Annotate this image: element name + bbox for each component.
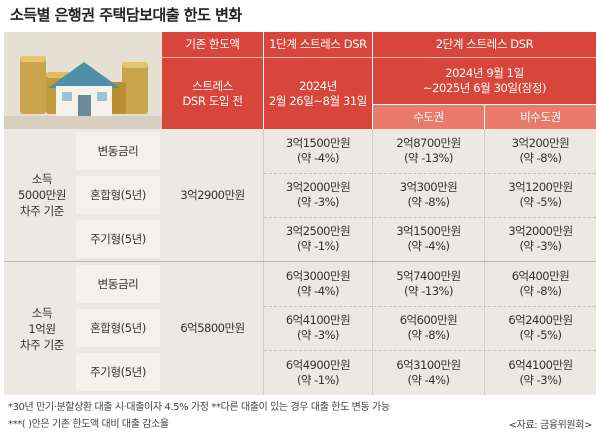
table-cell: 3억2500만원 (약 -1%)	[264, 217, 372, 261]
col-divider	[263, 129, 264, 395]
pct: (약 -13%)	[404, 151, 453, 165]
pct: (약 -3%)	[519, 239, 562, 253]
table-cell: 5억7400만원 (약 -13%)	[373, 262, 484, 306]
footnote-3: ***( )안은 기존 한도액 대비 대출 감소율	[8, 419, 169, 430]
amount: 6억4900만원	[285, 357, 351, 372]
table-cell: 3억1500만원 (약 -4%)	[264, 129, 372, 173]
amount: 5억7400만원	[396, 269, 461, 283]
col-divider	[372, 129, 373, 395]
row-divider	[264, 306, 596, 307]
amount: 6억3100만원	[396, 357, 461, 372]
header-base-sub: 스트레스 DSR 도입 전	[162, 58, 263, 129]
header-stage2: 2단계 스트레스 DSR	[373, 32, 596, 58]
pct: (약 -8%)	[519, 284, 562, 298]
pct: (약 -3%)	[519, 372, 562, 387]
amount: 3억300만원	[399, 180, 458, 194]
amount: 3억1500만원	[396, 224, 461, 238]
group-label-5000: 소득 5000만원 차주 기준	[17, 172, 67, 218]
pct: (약 -3%)	[296, 328, 340, 342]
house-coins-illustration	[4, 32, 162, 129]
amount: 3억200만원	[511, 136, 570, 150]
footnote-1: *30년 만기·분할상환 대출 시·대출이자 4.5% 가정	[8, 402, 209, 413]
amount: 6억4100만원	[508, 357, 573, 372]
header-stage2-sub: 2024년 9월 1일 ~2025년 6월 30일(잠정)	[373, 58, 596, 104]
page-title: 소득별 은행권 주택담보대출 한도 변화	[10, 6, 242, 24]
pct: (약 -8%)	[519, 151, 562, 165]
header-stage1: 1단계 스트레스 DSR	[264, 32, 372, 58]
amount: 3억2500만원	[285, 224, 351, 238]
table-cell: 3억1200만원 (약 -5%)	[485, 173, 596, 217]
pct: (약 -4%)	[296, 284, 340, 298]
row-divider	[264, 173, 596, 174]
amount: 3억1500만원	[285, 136, 351, 150]
amount: 3억1200만원	[508, 180, 573, 194]
pct: (약 -5%)	[519, 195, 562, 209]
pct: (약 -4%)	[407, 239, 450, 253]
table-cell: 2억8700만원 (약 -13%)	[373, 129, 484, 173]
pct: (약 -13%)	[404, 284, 453, 298]
table-cell: 6억3100만원 (약 -4%)	[373, 350, 484, 395]
amount: 6억2400만원	[508, 313, 573, 327]
amount: 3억2000만원	[508, 224, 573, 238]
row-divider	[264, 217, 596, 218]
amount: 6억4100만원	[285, 313, 351, 327]
amount: 6억600만원	[399, 313, 458, 327]
pct: (약 -1%)	[296, 239, 340, 253]
source-credit: <자료: 금융위원회>	[508, 420, 593, 431]
row-type-label: 혼합형(5년)	[76, 309, 160, 347]
amount: 3억2000만원	[285, 180, 351, 194]
footnote-line: *30년 만기·분할상환 대출 시·대출이자 4.5% 가정 **다른 대출이 …	[8, 399, 390, 416]
row-type-label: 혼합형(5년)	[76, 176, 160, 214]
header-stage1-sub: 2024년 2월 26일~8월 31일	[264, 58, 372, 129]
table-cell: 6억400만원 (약 -8%)	[485, 262, 596, 306]
row-type-label: 주기형(5년)	[76, 220, 160, 258]
pct: (약 -8%)	[407, 328, 450, 342]
table-cell: 3억200만원 (약 -8%)	[485, 129, 596, 173]
row-type-label: 변동금리	[76, 132, 160, 170]
row-divider	[264, 350, 596, 351]
base-limit-text: 6억5800만원	[180, 321, 245, 335]
house-icon	[48, 62, 120, 116]
table-cell: 6억600만원 (약 -8%)	[373, 306, 484, 350]
group-divider	[4, 261, 596, 262]
footnote-2: **다른 대출이 있는 경우 대출 한도 변동 가능	[211, 402, 390, 413]
table-cell: 6억3000만원 (약 -4%)	[264, 262, 372, 306]
header-base-limit: 기존 한도액	[162, 32, 263, 58]
table-cell: 3억300만원 (약 -8%)	[373, 173, 484, 217]
row-type-label: 변동금리	[76, 265, 160, 303]
amount: 6억400만원	[511, 269, 570, 283]
table-cell: 3억2000만원 (약 -3%)	[485, 217, 596, 261]
header-noncapital: 비수도권	[485, 105, 596, 129]
table-cell: 6억4100만원 (약 -3%)	[485, 350, 596, 395]
base-limit-text: 3억2900만원	[180, 187, 245, 202]
amount: 6억3000만원	[285, 269, 351, 283]
pct: (약 -4%)	[407, 372, 450, 387]
base-limit-value: 3억2900만원	[162, 129, 263, 261]
loan-limit-table: 기존 한도액 1단계 스트레스 DSR 2단계 스트레스 DSR 스트레스 DS…	[4, 32, 596, 395]
pct: (약 -8%)	[407, 195, 450, 209]
pct: (약 -1%)	[296, 372, 340, 387]
table-cell: 3억2000만원 (약 -3%)	[264, 173, 372, 217]
table-cell: 6억4100만원 (약 -3%)	[264, 306, 372, 350]
table-cell: 6억2400만원 (약 -5%)	[485, 306, 596, 350]
header-capital: 수도권	[373, 105, 484, 129]
table-cell: 3억1500만원 (약 -4%)	[373, 217, 484, 261]
amount: 2억8700만원	[396, 136, 461, 150]
pct: (약 -3%)	[296, 195, 340, 209]
footnotes: *30년 만기·분할상환 대출 시·대출이자 4.5% 가정 **다른 대출이 …	[8, 399, 390, 433]
row-type-label: 주기형(5년)	[76, 353, 160, 391]
pct: (약 -5%)	[519, 328, 562, 342]
table-cell: 6억4900만원 (약 -1%)	[264, 350, 372, 395]
base-limit-value: 6억5800만원	[162, 262, 263, 395]
col-divider	[484, 129, 485, 395]
pct: (약 -4%)	[296, 151, 340, 165]
group-label-1eok: 소득 1억원 차주 기준	[20, 305, 64, 352]
